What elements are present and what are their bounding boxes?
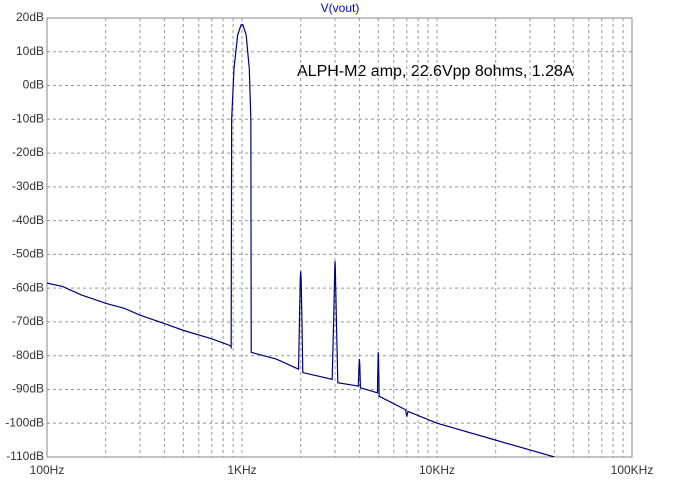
x-tick-label: 10KHz [419,463,455,477]
x-tick-label: 100KHz [611,463,654,477]
y-tick-label: 10dB [16,44,44,58]
y-tick-label: -90dB [12,382,44,396]
y-tick-label: -60dB [12,280,44,294]
y-tick-label: -80dB [12,348,44,362]
y-tick-label: 0dB [23,78,44,92]
trace-line [47,24,555,457]
x-tick-label: 100Hz [30,463,65,477]
y-tick-label: -70dB [12,314,44,328]
y-tick-label: -30dB [12,179,44,193]
trace-title: V(vout) [321,1,360,15]
y-tick-label: 20dB [16,10,44,24]
x-tick-label: 1KHz [227,463,256,477]
y-tick-label: -20dB [12,145,44,159]
y-tick-label: -110dB [6,449,44,463]
y-tick-label: -50dB [12,247,44,261]
annotation: ALPH-M2 amp, 22.6Vpp 8ohms, 1.28A [297,63,574,80]
y-tick-label: -40dB [12,213,44,227]
y-tick-label: -100dB [5,415,44,429]
plot-frame [46,17,633,458]
y-tick-label: -10dB [12,111,44,125]
